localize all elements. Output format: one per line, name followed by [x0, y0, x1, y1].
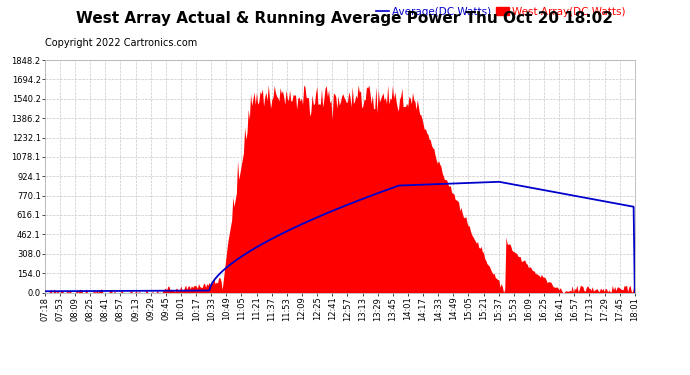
- Legend: Average(DC Watts), West Array(DC Watts): Average(DC Watts), West Array(DC Watts): [372, 2, 629, 21]
- Text: West Array Actual & Running Average Power Thu Oct 20 18:02: West Array Actual & Running Average Powe…: [77, 11, 613, 26]
- Text: Copyright 2022 Cartronics.com: Copyright 2022 Cartronics.com: [45, 38, 197, 48]
